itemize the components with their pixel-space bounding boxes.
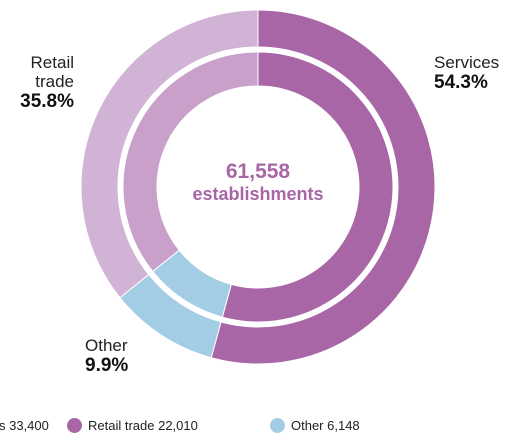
slice-name-line2: trade (35, 72, 74, 91)
inner-ring-slice-retail-trade (122, 51, 259, 273)
inner-ring-slice-services (221, 51, 394, 323)
slice-percent: 9.9% (85, 355, 129, 376)
slice-name: Retail (30, 53, 74, 72)
outer-ring-slice-retail-trade (80, 9, 259, 299)
legend-swatch (270, 418, 285, 433)
legend-item-other: Other 6,148 (270, 417, 360, 434)
legend-text: Retail trade 22,010 (88, 418, 198, 433)
slice-label-services: Services 54.3% (434, 53, 499, 93)
legend-item-services: s 33,400 (0, 417, 49, 434)
center-total-label: establishments (192, 184, 323, 204)
slice-percent: 54.3% (434, 72, 488, 93)
legend-item-retail-trade: Retail trade 22,010 (67, 417, 198, 434)
outer-ring-slice-services (210, 9, 436, 365)
legend-swatch (67, 418, 82, 433)
legend-text: Other 6,148 (291, 418, 360, 433)
donut-rings (80, 9, 436, 365)
slice-label-other: Other 9.9% (85, 336, 128, 376)
slice-label-retail-trade: Retail trade 35.8% (14, 53, 74, 112)
slice-percent: 35.8% (20, 91, 74, 112)
slice-name: Other (85, 336, 128, 355)
center-total-value: 61,558 (226, 160, 291, 183)
legend-text: s 33,400 (0, 418, 49, 433)
slice-name: Services (434, 53, 500, 72)
